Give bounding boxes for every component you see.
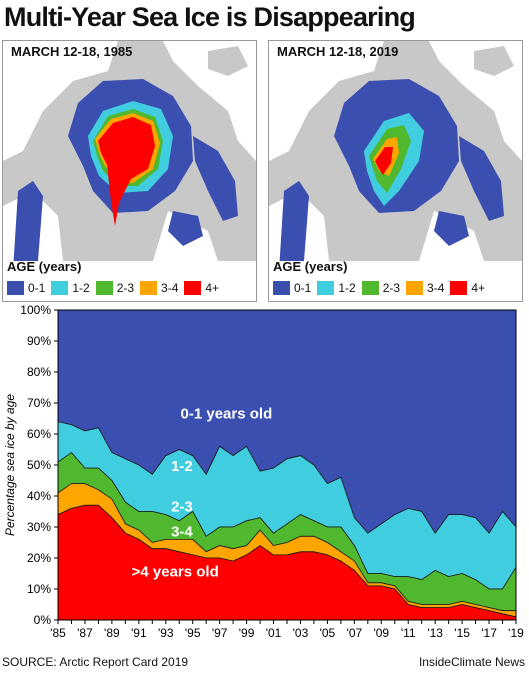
legend-label: 4+	[205, 281, 220, 295]
x-tick-label: '05	[320, 626, 336, 640]
x-tick-label: '87	[77, 626, 93, 640]
x-tick-label: '85	[50, 626, 66, 640]
x-tick-label: '13	[427, 626, 443, 640]
legend-item-3-4: 3-4	[406, 281, 444, 295]
legend-label: 0-1	[294, 281, 312, 295]
arctic-map-1985	[3, 41, 256, 261]
legend-label: 2-3	[116, 281, 135, 295]
legend-item-0-1: 0-1	[7, 281, 45, 295]
y-tick-label: 80%	[27, 365, 51, 379]
legend-swatch	[95, 281, 113, 295]
legend-item-2-3: 2-3	[95, 281, 135, 295]
series-label: 1-2	[171, 458, 193, 475]
arctic-map-2019	[269, 41, 522, 261]
legend-item-1-2: 1-2	[317, 281, 356, 295]
legend-item-4plus: 4+	[450, 281, 485, 295]
legend: 0-1 1-2 2-3 3-4 4+	[7, 281, 225, 295]
x-tick-label: '93	[158, 626, 174, 640]
map-panel-1985: MARCH 12-18, 1985 AGE (years) 0-1 1-2 2-…	[2, 40, 257, 302]
legend-label: 0-1	[28, 281, 46, 295]
legend-swatch	[450, 281, 468, 295]
legend-swatch	[273, 281, 290, 295]
series-label: >4 years old	[132, 564, 219, 581]
y-tick-label: 10%	[27, 582, 51, 596]
series-label: 3-4	[171, 523, 193, 540]
legend-swatch	[140, 281, 158, 295]
y-tick-label: 40%	[27, 489, 51, 503]
y-tick-label: 30%	[27, 520, 51, 534]
x-tick-label: '89	[104, 626, 120, 640]
legend-swatch	[51, 281, 69, 295]
series-label: 2-3	[171, 499, 193, 516]
x-tick-label: '17	[481, 626, 497, 640]
x-tick-label: '03	[293, 626, 309, 640]
y-tick-label: 0%	[34, 613, 52, 627]
y-axis-label: Percentage sea ice by age	[3, 394, 17, 536]
legend: 0-1 1-2 2-3 3-4 4+	[273, 281, 491, 295]
legend-item-4plus: 4+	[184, 281, 219, 295]
legend-label: 2-3	[382, 281, 401, 295]
y-tick-label: 100%	[20, 303, 51, 317]
source-note: SOURCE: Arctic Report Card 2019	[2, 655, 189, 669]
legend-title: AGE (years)	[7, 259, 82, 274]
credit-note: InsideClimate News	[418, 655, 525, 669]
x-tick-label: '15	[454, 626, 470, 640]
x-tick-label: '09	[373, 626, 389, 640]
map-date-1985: MARCH 12-18, 1985	[11, 44, 133, 59]
x-tick-label: '01	[266, 626, 282, 640]
legend-item-3-4: 3-4	[140, 281, 178, 295]
legend-item-0-1: 0-1	[273, 281, 311, 295]
x-tick-label: '99	[239, 626, 255, 640]
y-tick-label: 70%	[27, 396, 51, 410]
x-tick-label: '91	[131, 626, 147, 640]
stacked-area-chart: 0% 10% 20% 30% 40% 50% 60% 70% 80% 90% 100% '85 '87 '…	[3, 303, 524, 640]
legend-label: 4+	[471, 281, 486, 295]
map-panel-2019: MARCH 12-18, 2019 AGE (years) 0-1 1-2 2-…	[268, 40, 523, 302]
y-tick-label: 20%	[27, 551, 51, 565]
legend-item-2-3: 2-3	[361, 281, 401, 295]
y-tick-label: 50%	[27, 458, 51, 472]
x-tick-label: '19	[508, 626, 524, 640]
x-tick-label: '11	[401, 626, 416, 640]
legend-swatch	[184, 281, 202, 295]
legend-swatch	[317, 281, 335, 295]
legend-label: 1-2	[72, 281, 90, 295]
x-tick-label: '07	[347, 626, 363, 640]
y-tick-label: 60%	[27, 427, 51, 441]
legend-swatch	[406, 281, 424, 295]
x-tick-label: '95	[185, 626, 201, 640]
legend-label: 3-4	[161, 281, 179, 295]
legend-label: 3-4	[427, 281, 445, 295]
legend-swatch	[7, 281, 24, 295]
legend-item-1-2: 1-2	[51, 281, 90, 295]
legend-swatch	[361, 281, 379, 295]
legend-label: 1-2	[338, 281, 356, 295]
page-title: Multi-Year Sea Ice is Disappearing	[4, 2, 416, 32]
legend-title: AGE (years)	[273, 259, 348, 274]
y-tick-label: 90%	[27, 334, 51, 348]
x-tick-label: '97	[212, 626, 228, 640]
series-label: 0-1 years old	[181, 406, 273, 423]
map-date-2019: MARCH 12-18, 2019	[277, 44, 399, 59]
